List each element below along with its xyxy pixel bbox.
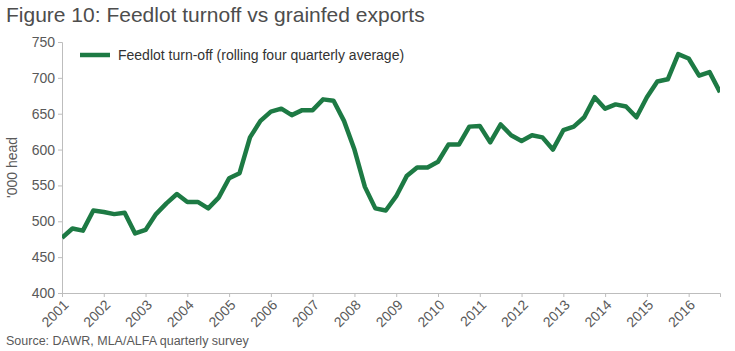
y-tick-label: 500 — [32, 213, 56, 229]
y-tick-label: 550 — [32, 177, 56, 193]
x-tick-mark — [689, 293, 690, 297]
x-tick-label: 2001 — [38, 297, 71, 330]
x-tick-mark — [104, 293, 105, 297]
x-tick-label: 2013 — [540, 297, 573, 330]
x-tick: 2011 — [457, 293, 490, 329]
x-tick-mark — [313, 293, 314, 297]
x-tick: 2005 — [205, 293, 238, 330]
source: Source: DAWR, MLA/ALFA quarterly survey — [6, 334, 249, 348]
x-tick-mark — [187, 293, 188, 297]
x-tick: 2008 — [331, 293, 364, 330]
x-tick: 2014 — [581, 293, 614, 330]
y-tick-label: 400 — [32, 285, 56, 301]
legend-swatch — [80, 53, 110, 58]
y-tick-mark — [58, 78, 62, 79]
x-tick-mark — [480, 293, 481, 297]
series-line — [62, 54, 720, 238]
y-tick-mark — [58, 42, 62, 43]
x-tick-label: 2006 — [247, 297, 280, 330]
x-tick-label: 2008 — [331, 297, 364, 330]
y-tick: 450 — [32, 249, 62, 265]
x-tick-label: 2002 — [80, 297, 113, 330]
x-tick: 2010 — [414, 293, 447, 330]
x-tick-mark — [647, 293, 648, 297]
x-tick-mark — [271, 293, 272, 297]
x-tick-label: 2003 — [122, 297, 155, 330]
x-tick-label: 2015 — [623, 297, 656, 330]
x-tick-mark — [354, 293, 355, 297]
x-tick: 2016 — [665, 293, 698, 330]
x-tick-label: 2009 — [372, 297, 405, 330]
y-tick-mark — [58, 150, 62, 151]
x-axis: 2001200220032004200520062007200820092010… — [38, 293, 720, 330]
y-tick: 500 — [32, 213, 62, 229]
x-axis-line — [63, 294, 721, 298]
chart: Figure 10: Feedlot turnoff vs grainfed e… — [0, 0, 735, 351]
x-tick: 2015 — [623, 293, 656, 330]
x-tick: 2007 — [289, 293, 322, 330]
x-tick-label: 2011 — [457, 297, 490, 330]
x-tick: 2009 — [372, 293, 405, 330]
x-tick-label: 2016 — [665, 297, 698, 330]
y-tick-mark — [58, 185, 62, 186]
y-tick: 600 — [32, 142, 62, 158]
legend-label: Feedlot turn-off (rolling four quarterly… — [118, 47, 404, 63]
y-tick-label: 650 — [32, 106, 56, 122]
y-tick-mark — [58, 114, 62, 115]
y-tick-mark — [58, 293, 62, 294]
x-tick-label: 2004 — [164, 297, 197, 330]
title: Figure 10: Feedlot turnoff vs grainfed e… — [6, 3, 425, 26]
y-tick-label: 700 — [32, 70, 56, 86]
y-axis: 400 450 500 550 600 650 700 750 — [32, 34, 63, 301]
x-tick: 2002 — [80, 293, 113, 330]
y-tick-label: 750 — [32, 34, 56, 50]
x-tick: 2013 — [540, 293, 573, 330]
y-axis-title: '000 head — [4, 137, 20, 198]
x-tick: 2004 — [164, 293, 197, 330]
y-tick: 550 — [32, 177, 62, 193]
x-tick-label: 2010 — [414, 297, 447, 330]
x-tick-mark — [146, 293, 147, 297]
y-tick-label: 450 — [32, 249, 56, 265]
x-tick-label: 2014 — [581, 297, 614, 330]
x-tick-mark — [396, 293, 397, 297]
legend-item: Feedlot turn-off (rolling four quarterly… — [80, 47, 404, 63]
x-tick: 2012 — [498, 293, 531, 330]
y-tick: 700 — [32, 70, 62, 86]
y-tick-mark — [58, 221, 62, 222]
x-tick-mark — [605, 293, 606, 297]
x-tick: 2003 — [122, 293, 155, 330]
x-tick: 2006 — [247, 293, 280, 330]
x-tick-label: 2012 — [498, 297, 531, 330]
y-tick-label: 600 — [32, 142, 56, 158]
x-tick-mark — [522, 293, 523, 297]
x-tick-mark — [563, 293, 564, 297]
x-tick-label: 2005 — [205, 297, 238, 330]
x-tick-label: 2007 — [289, 297, 322, 330]
y-axis-line — [58, 43, 63, 294]
x-tick-mark — [62, 293, 63, 297]
y-tick: 750 — [32, 34, 62, 50]
x-tick-mark — [229, 293, 230, 297]
x-tick: 2001 — [38, 293, 71, 330]
y-tick-mark — [58, 257, 62, 258]
legend: Feedlot turn-off (rolling four quarterly… — [80, 47, 404, 63]
plot-area — [62, 54, 720, 238]
x-tick-mark — [438, 293, 439, 297]
y-tick: 650 — [32, 106, 62, 122]
